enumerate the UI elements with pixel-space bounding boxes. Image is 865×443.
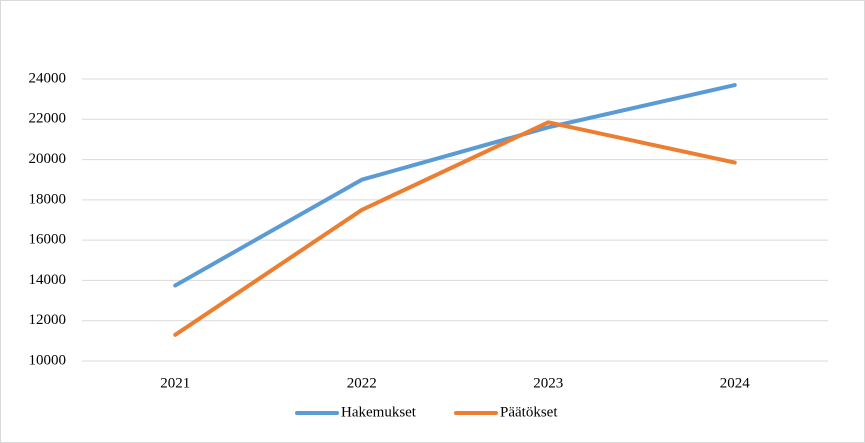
series-line — [173, 83, 737, 288]
y-tick-label: 14000 — [29, 272, 67, 288]
legend-label: Päätökset — [500, 404, 558, 420]
y-tick-label: 22000 — [29, 111, 67, 127]
y-tick-label: 20000 — [29, 151, 67, 167]
x-tick-label: 2022 — [347, 375, 377, 391]
y-tick-label: 24000 — [29, 70, 67, 86]
x-tick-label: 2024 — [720, 375, 751, 391]
y-tick-label: 10000 — [29, 352, 67, 368]
legend-label: Hakemukset — [341, 404, 417, 420]
x-tick-label: 2023 — [533, 375, 563, 391]
x-tick-label: 2021 — [160, 375, 190, 391]
y-tick-label: 16000 — [29, 232, 67, 248]
series-line — [173, 120, 737, 337]
y-tick-label: 18000 — [29, 191, 67, 207]
y-tick-label: 12000 — [29, 312, 67, 328]
